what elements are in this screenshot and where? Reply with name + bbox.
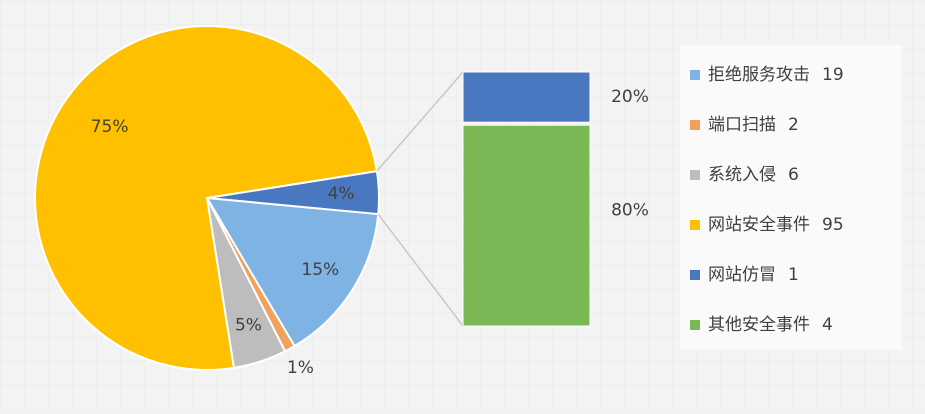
legend-entry: 拒绝服务攻击 19 <box>708 65 844 85</box>
connector <box>376 71 464 172</box>
slice-label: 75% <box>91 117 129 137</box>
legend-name: 其他安全事件 <box>708 315 810 335</box>
slice-label: 5% <box>235 316 262 336</box>
legend-entry: 网站仿冒 1 <box>708 265 799 285</box>
legend-name: 端口扫描 <box>708 115 776 135</box>
legend-value: 1 <box>788 265 799 285</box>
bar-segment <box>462 124 591 327</box>
slice-label: 4% <box>328 184 355 204</box>
legend-entry: 系统入侵 6 <box>708 165 799 185</box>
legend-name: 系统入侵 <box>708 165 776 185</box>
legend-entry: 网站安全事件 95 <box>708 215 844 235</box>
legend-name: 拒绝服务攻击 <box>708 65 810 85</box>
legend-value: 95 <box>822 215 844 235</box>
slice-label: 15% <box>301 260 339 280</box>
legend-value: 19 <box>822 65 844 85</box>
legend-swatch <box>690 120 700 130</box>
legend-value: 6 <box>788 165 799 185</box>
legend-entry: 端口扫描 2 <box>708 115 799 135</box>
legend-swatch <box>690 170 700 180</box>
legend-value: 2 <box>788 115 799 135</box>
legend-value: 4 <box>822 315 833 335</box>
bar-label: 80% <box>611 201 649 221</box>
legend-swatch <box>690 320 700 330</box>
legend-name: 网站仿冒 <box>708 265 776 285</box>
connector <box>377 213 464 327</box>
legend-box <box>680 45 902 350</box>
pie-slice <box>205 196 380 348</box>
legend-name: 网站安全事件 <box>708 215 810 235</box>
pie-slice <box>34 25 379 371</box>
legend-swatch <box>690 70 700 80</box>
slice-label: 1% <box>287 358 314 378</box>
bar-label: 20% <box>611 87 649 107</box>
legend-swatch <box>690 220 700 230</box>
legend-swatch <box>690 270 700 280</box>
bar-segment <box>462 71 591 123</box>
legend-entry: 其他安全事件 4 <box>708 315 833 335</box>
